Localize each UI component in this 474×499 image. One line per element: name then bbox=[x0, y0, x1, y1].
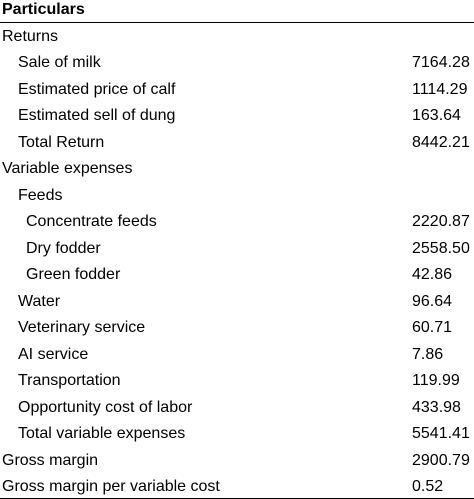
row-label: Veterinary service bbox=[18, 319, 146, 337]
row-label: Water bbox=[18, 292, 61, 310]
row-label: Transportation bbox=[18, 372, 121, 390]
row-value: 8442.21 bbox=[412, 133, 470, 151]
row-value: 0.52 bbox=[412, 478, 444, 495]
row-value: 119.99 bbox=[412, 372, 460, 390]
row-value: 60.71 bbox=[412, 319, 453, 337]
row-label: Variable expenses bbox=[2, 160, 133, 178]
row-label: Total Return bbox=[18, 133, 105, 151]
row-value: 42.86 bbox=[412, 266, 453, 284]
row-label: Sale of milk bbox=[18, 54, 101, 72]
row-value: 163.64 bbox=[412, 107, 461, 125]
row-label: Concentrate feeds bbox=[26, 213, 157, 231]
row-label: AI service bbox=[18, 345, 89, 363]
row-label: Returns bbox=[2, 28, 59, 45]
row-label: Dry fodder bbox=[26, 239, 101, 257]
row-label: Feeds bbox=[18, 186, 63, 204]
row-value: 1114.29 bbox=[412, 80, 468, 98]
row-value: 2558.50 bbox=[412, 239, 470, 257]
row-value: 7164.28 bbox=[412, 54, 470, 72]
row-label: Gross margin bbox=[2, 451, 99, 469]
row-value: 2220.87 bbox=[412, 213, 470, 231]
row-label: Total variable expenses bbox=[18, 425, 186, 443]
row-value: 5541.41 bbox=[412, 425, 470, 443]
column-header: Particulars bbox=[2, 1, 85, 18]
row-value: 433.98 bbox=[412, 398, 461, 416]
row-value: 96.64 bbox=[412, 292, 453, 310]
row-label: Estimated price of calf bbox=[18, 80, 176, 98]
row-value: 2900.79 bbox=[412, 451, 470, 469]
header-rule bbox=[0, 22, 474, 23]
row-label: Estimated sell of dung bbox=[18, 107, 176, 125]
row-value: 7.86 bbox=[412, 345, 444, 363]
row-label: Opportunity cost of labor bbox=[18, 398, 193, 416]
row-label: Green fodder bbox=[26, 266, 121, 284]
row-label: Gross margin per variable cost bbox=[2, 478, 220, 495]
